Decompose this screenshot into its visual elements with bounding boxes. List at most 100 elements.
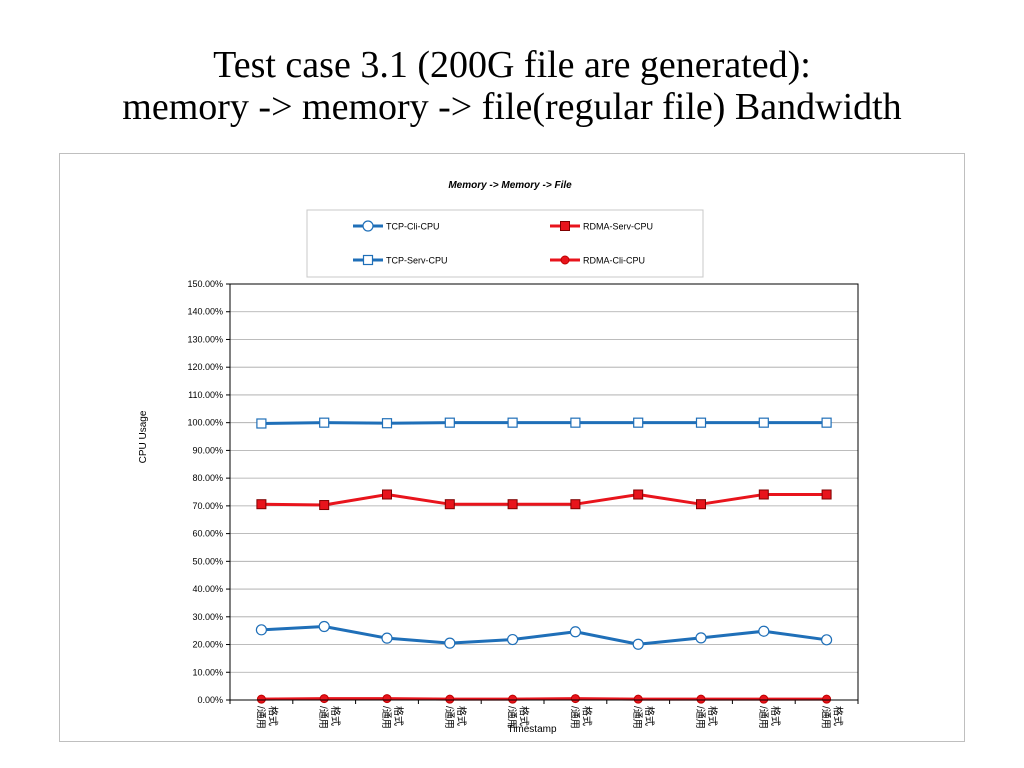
data-point — [632, 638, 644, 650]
data-point — [381, 632, 393, 644]
data-point — [381, 418, 393, 429]
plot-area-border — [229, 283, 859, 701]
legend-marker — [560, 221, 570, 231]
x-axis-ticks: /通用 格式/通用 格式/通用 格式/通用 格式/通用 格式/通用 格式/通用 格式/通用 格式… — [229, 700, 859, 729]
x-tick-label-line: 格式 — [329, 706, 342, 726]
x-tick-label-line: 格式 — [580, 706, 593, 726]
series-group — [255, 417, 833, 704]
y-tick-label: 120.00% — [187, 362, 223, 372]
y-tick-label: 100.00% — [187, 418, 223, 428]
legend-marker — [560, 255, 570, 265]
data-point — [507, 633, 519, 646]
x-tick-label-line: /通用 — [631, 706, 643, 729]
data-point — [319, 500, 330, 511]
data-point — [570, 499, 581, 510]
x-tick-label-line: 格式 — [643, 706, 656, 726]
y-tick-label: 20.00% — [192, 640, 223, 650]
data-point — [633, 489, 644, 500]
data-point — [822, 694, 832, 704]
y-tick-label: 50.00% — [192, 556, 223, 566]
y-tick-label: 30.00% — [192, 612, 223, 622]
x-tick-label-line: /通用 — [443, 706, 455, 729]
x-tick-label-line: /通用 — [820, 706, 832, 729]
y-tick-label: 110.00% — [188, 390, 223, 400]
y-tick-label: 90.00% — [192, 445, 223, 455]
slide-title-line-1: Test case 3.1 (200G file are generated): — [213, 44, 811, 86]
series-line — [261, 697, 827, 701]
legend: TCP-Cli-CPU RDMA-Serv-CPU TCP-Serv-CPU RDMA… — [353, 220, 653, 266]
x-tick-label-line: /通用 — [506, 706, 518, 729]
y-tick-label: 0.00% — [197, 695, 223, 705]
x-tick-label-line: 格式 — [769, 706, 782, 726]
slide-title-line-2: memory -> memory -> file(regular file) B… — [122, 86, 902, 128]
data-point — [695, 632, 707, 644]
y-tick-label: 10.00% — [192, 667, 223, 677]
x-tick-label-line: /通用 — [254, 706, 266, 729]
data-point — [820, 634, 833, 646]
y-axis-label: CPU Usage — [138, 410, 149, 463]
legend-marker — [362, 254, 374, 266]
x-tick-label: /通用 格式 — [631, 706, 656, 729]
data-point — [444, 417, 455, 428]
x-tick-label: /通用 格式 — [380, 706, 405, 729]
y-tick-label: 60.00% — [192, 529, 223, 539]
data-point — [633, 417, 644, 428]
data-point — [569, 626, 582, 638]
data-point — [570, 417, 581, 428]
data-point — [507, 417, 518, 428]
data-point — [758, 417, 769, 428]
data-point — [695, 417, 707, 428]
x-tick-label-line: 格式 — [706, 706, 719, 726]
x-tick-label-line: 格式 — [266, 706, 279, 726]
data-point — [382, 694, 392, 704]
legend-label: RDMA-Serv-CPU — [583, 222, 653, 232]
data-point — [382, 489, 392, 500]
x-tick-label: /通用 格式 — [317, 706, 342, 729]
x-tick-label-line: /通用 — [694, 706, 706, 729]
y-tick-label: 130.00% — [187, 334, 223, 344]
data-point — [570, 694, 580, 704]
legend-item: RDMA-Cli-CPU — [550, 255, 645, 266]
data-point — [319, 694, 329, 704]
data-point — [696, 499, 706, 510]
data-point — [445, 694, 455, 704]
x-axis-label: Timestamp — [507, 724, 557, 735]
x-tick-label-line: 格式 — [455, 706, 468, 726]
series-tcp-serv-cpu — [256, 417, 832, 429]
data-point — [821, 417, 832, 428]
x-tick-label-line: /通用 — [380, 706, 392, 729]
chart-frame: Memory -> Memory -> File TCP-Cli-CPU RDMA… — [59, 153, 965, 742]
x-tick-label-line: /通用 — [568, 706, 580, 729]
data-point — [318, 620, 330, 633]
legend-label: TCP-Serv-CPU — [386, 256, 448, 266]
legend-item: TCP-Serv-CPU — [353, 254, 448, 266]
legend-label: RDMA-Cli-CPU — [583, 256, 645, 266]
y-tick-label: 140.00% — [187, 307, 223, 317]
x-tick-label-line: 格式 — [518, 706, 531, 726]
x-tick-label: /通用 格式 — [254, 706, 279, 729]
data-point — [255, 624, 267, 636]
data-point — [319, 417, 330, 428]
x-tick-label-line: /通用 — [317, 706, 329, 729]
data-point — [696, 694, 706, 704]
x-tick-label: /通用 格式 — [694, 706, 719, 729]
data-point — [444, 499, 455, 510]
slide-title: Test case 3.1 (200G file are generated):… — [0, 44, 1024, 128]
x-tick-label: /通用 格式 — [443, 706, 468, 729]
y-tick-label: 80.00% — [192, 473, 223, 483]
x-tick-label: /通用 格式 — [820, 706, 845, 729]
legend-label: TCP-Cli-CPU — [386, 222, 440, 232]
grid-lines — [230, 283, 858, 673]
data-point — [759, 694, 769, 704]
y-tick-label: 70.00% — [192, 501, 223, 511]
x-tick-label-line: 格式 — [392, 706, 405, 726]
data-point — [758, 489, 769, 500]
series-rdma-cli-cpu — [256, 694, 832, 704]
chart-title: Memory -> Memory -> File — [448, 180, 572, 191]
legend-item: TCP-Cli-CPU — [353, 220, 440, 232]
data-point — [821, 489, 832, 500]
x-tick-label: /通用 格式 — [506, 706, 531, 729]
data-point — [758, 625, 770, 637]
series-tcp-cli-cpu — [255, 620, 833, 650]
legend-box — [306, 209, 704, 278]
